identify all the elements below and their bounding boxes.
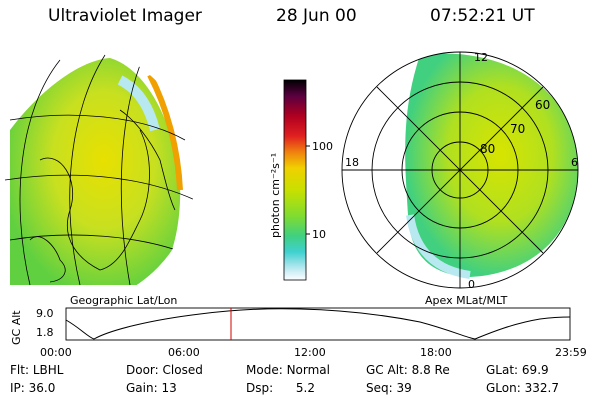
- seq-status: Seq: 39: [366, 381, 412, 395]
- altitude-ylabel: GC Alt: [10, 310, 23, 345]
- altitude-xtick-2: 12:00: [294, 346, 326, 359]
- altitude-xtick-3: 18:00: [420, 346, 452, 359]
- lat-label-60: 60: [535, 98, 550, 112]
- altitude-ytick-high: 9.0: [36, 307, 54, 320]
- mode-status: Mode: Normal: [246, 363, 330, 377]
- apex-caption: Apex MLat/MLT: [425, 294, 508, 307]
- color-bar: 100 10 photon cm⁻²s⁻¹: [270, 79, 333, 281]
- geographic-image: [4, 54, 195, 286]
- gcalt-status: GC Alt: 8.8 Re: [366, 363, 450, 377]
- gain-status: Gain: 13: [126, 381, 177, 395]
- altitude-xtick-0: 00:00: [40, 346, 72, 359]
- mlt-label-12: 12: [474, 51, 488, 64]
- lat-label-70: 70: [510, 122, 525, 136]
- altitude-curve: [65, 308, 571, 340]
- altitude-plot: GC Alt 9.0 1.8 00:00 06:00 12:00 18:00 2…: [10, 307, 587, 359]
- altitude-ytick-low: 1.8: [36, 326, 54, 339]
- date-label: 28 Jun 00: [276, 6, 357, 26]
- polar-image: 12 18 6 0 60 70 80: [341, 51, 579, 291]
- lat-label-80: 80: [480, 142, 495, 156]
- ip-status: IP: 36.0: [10, 381, 56, 395]
- colorbar-tick-10: 10: [312, 228, 326, 241]
- mlt-label-18: 18: [345, 156, 359, 169]
- instrument-title: Ultraviolet Imager: [48, 6, 202, 26]
- glon-status: GLon: 332.7: [486, 381, 559, 395]
- glat-status: GLat: 69.9: [486, 363, 549, 377]
- colorbar-tick-100: 100: [312, 140, 333, 153]
- altitude-plot-frame: [65, 307, 571, 341]
- time-label: 07:52:21 UT: [430, 6, 535, 26]
- altitude-xtick-4: 23:59: [555, 346, 587, 359]
- altitude-xtick-1: 06:00: [168, 346, 200, 359]
- mlt-label-0: 0: [468, 278, 475, 291]
- mlt-label-6: 6: [571, 156, 578, 169]
- door-status: Door: Closed: [126, 363, 203, 377]
- colorbar-unit-label: photon cm⁻²s⁻¹: [270, 153, 282, 238]
- dsp-status: Dsp: 5.2: [246, 381, 315, 395]
- flt-status: Flt: LBHL: [10, 363, 64, 377]
- geographic-caption: Geographic Lat/Lon: [70, 294, 178, 307]
